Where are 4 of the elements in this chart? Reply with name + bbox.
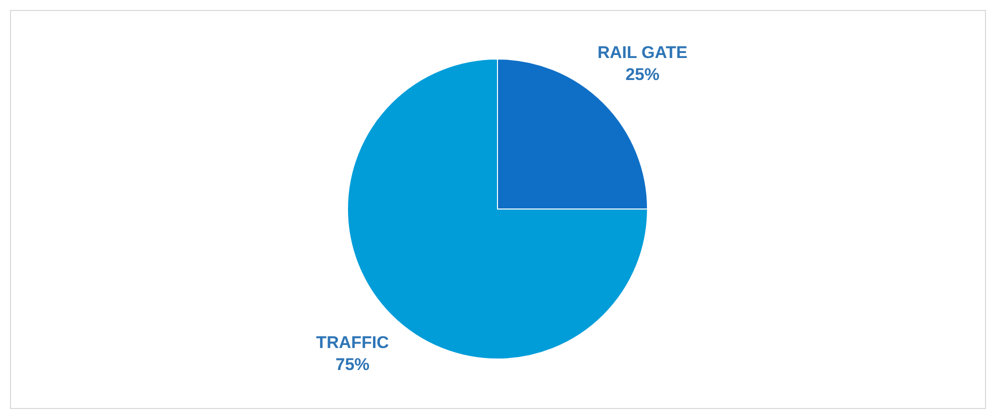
data-label: 75% (336, 354, 370, 374)
data-label: 25% (625, 65, 660, 84)
slice-label: RAIL GATE (597, 43, 688, 62)
slice-label: TRAFFIC (316, 332, 389, 352)
